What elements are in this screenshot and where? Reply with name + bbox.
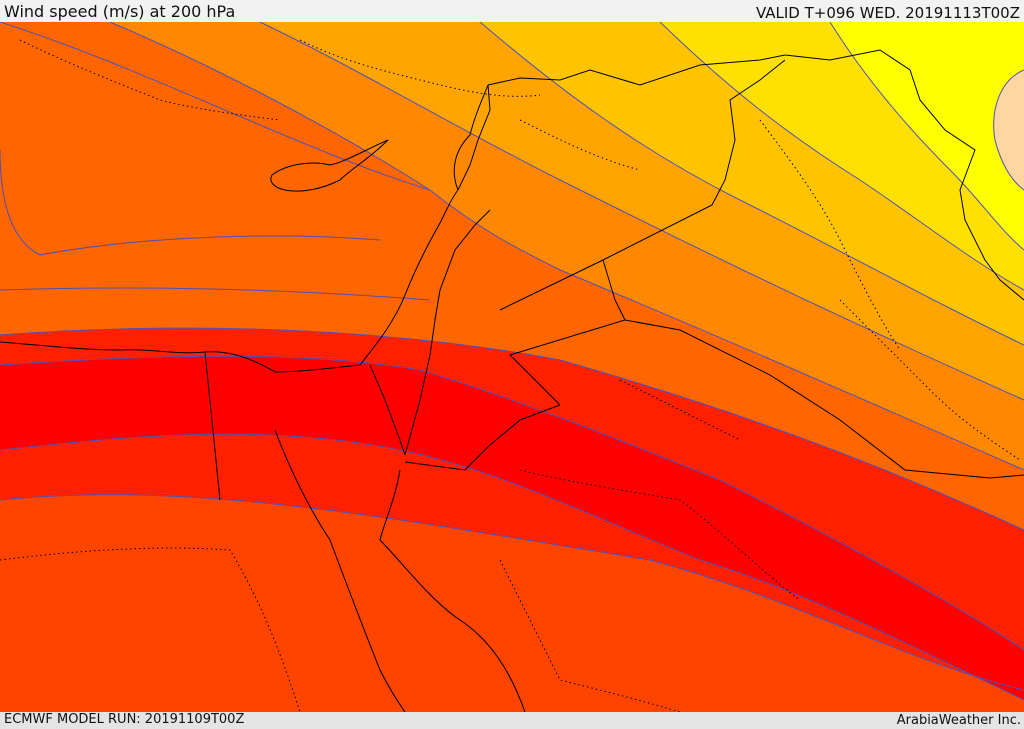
contour-line (0, 327, 1024, 531)
border (204, 351, 221, 501)
band-core (0, 356, 1024, 700)
border (499, 59, 786, 311)
contour-line (0, 149, 381, 256)
contour-line (0, 355, 1024, 651)
coastline (453, 84, 489, 191)
contour-line (0, 433, 1024, 701)
border (369, 364, 406, 456)
border (487, 54, 786, 86)
country-borders (0, 49, 1024, 712)
border (624, 319, 1024, 479)
band-weak-iran (993, 70, 1024, 190)
contour-line (0, 287, 431, 301)
wind-speed-map (0, 22, 1024, 712)
coastline (0, 341, 361, 373)
contour-line (479, 22, 1024, 346)
cyprus (270, 139, 389, 192)
contour-line (993, 69, 1024, 191)
dotted-boundary (759, 119, 901, 351)
dotted-boundary (499, 559, 681, 712)
contour-line (829, 22, 1024, 251)
coastline (359, 189, 459, 366)
header-bar: Wind speed (m/s) at 200 hPa VALID T+096 … (0, 0, 1024, 22)
band-west-med (0, 150, 400, 290)
wind-contours (0, 22, 1024, 701)
border (404, 404, 561, 471)
wind-speed-bands (0, 22, 1024, 712)
contour-line (0, 22, 1024, 471)
border (457, 84, 491, 191)
dotted-boundary (839, 299, 1021, 461)
contour-line (259, 22, 1024, 401)
valid-time-label: VALID T+096 WED. 20191113T00Z (755, 4, 1020, 22)
dotted-boundary (19, 39, 281, 121)
dotted-boundaries (0, 39, 1021, 712)
dotted-boundary (299, 39, 541, 97)
band-northwest (0, 22, 1024, 530)
border (784, 49, 1024, 301)
border (439, 209, 491, 291)
dotted-boundary (619, 379, 741, 441)
dotted-boundary (519, 469, 801, 601)
band-iraq-east (660, 22, 1024, 290)
contour-line (109, 22, 431, 191)
contour-line (659, 22, 1024, 291)
dotted-boundary (519, 119, 641, 171)
footer-bar: ECMWF MODEL RUN: 20191109T00Z ArabiaWeat… (0, 712, 1024, 729)
coastline (379, 469, 526, 712)
band-north-mid (110, 22, 1024, 470)
provider-label: ArabiaWeather Inc. (896, 713, 1021, 728)
band-syria (260, 22, 1024, 400)
band-iraq-west (480, 22, 1024, 345)
band-iran-border (830, 22, 1024, 250)
contour-line (0, 494, 1024, 691)
coastline (274, 429, 406, 712)
model-run-label: ECMWF MODEL RUN: 20191109T00Z (4, 712, 245, 727)
border (404, 289, 441, 456)
dotted-boundary (0, 547, 301, 712)
map-title: Wind speed (m/s) at 200 hPa (4, 2, 236, 21)
band-strong-south (0, 494, 1024, 712)
